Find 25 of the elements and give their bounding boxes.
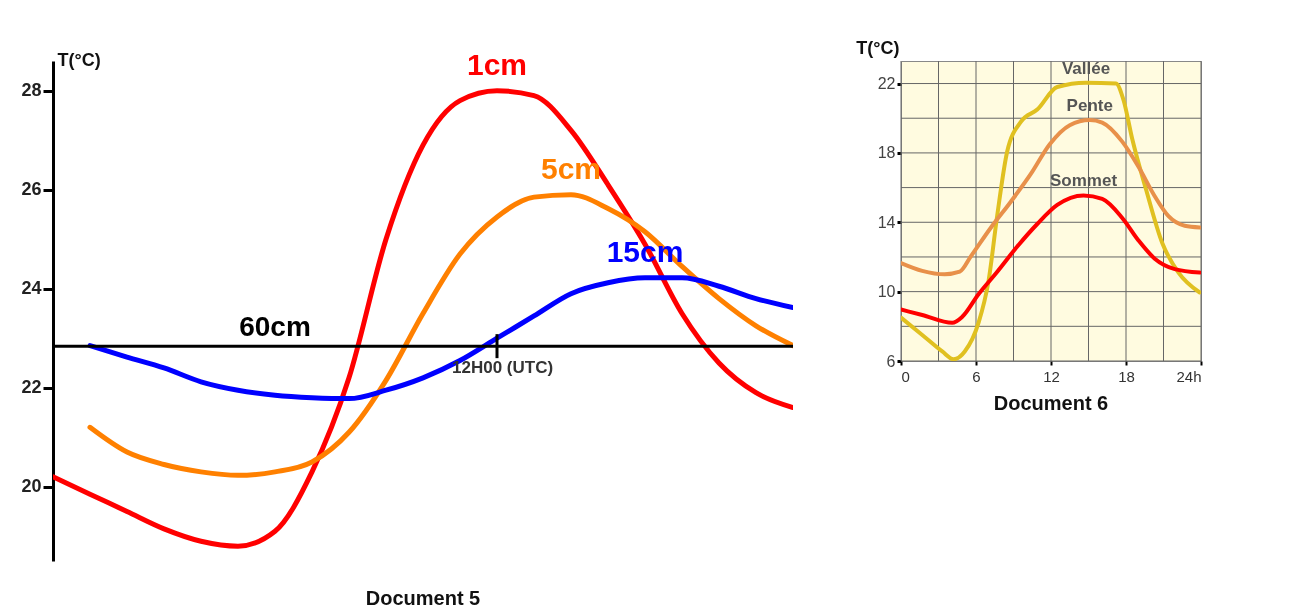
y-tick-label: 6	[886, 352, 896, 370]
y-tick-label: 10	[877, 283, 896, 301]
ref-line-label: 60cm	[239, 311, 311, 343]
series-label: 1cm	[466, 47, 528, 81]
line-series	[901, 193, 1201, 325]
y-tick-label: 20	[21, 476, 42, 497]
y-tick-label: 22	[877, 75, 896, 93]
y-tick-label: 28	[21, 80, 42, 101]
x-tick-label: 24h	[1176, 367, 1202, 385]
y-tick-label: 18	[877, 144, 896, 162]
y-tick-label: 24	[21, 278, 42, 299]
text: Document 6	[993, 392, 1109, 414]
y-axis-title: T(°C)	[856, 37, 900, 58]
x-tick-label: 6	[972, 367, 981, 385]
x-tick-label: 12	[1043, 367, 1060, 385]
text: Document 5	[365, 587, 481, 609]
y-tick-label: 22	[21, 377, 42, 398]
series-label: 5cm	[540, 151, 602, 185]
line-series	[901, 117, 1201, 277]
y-axis-title: T(°C)	[57, 49, 101, 70]
y-tick-label: 14	[877, 213, 896, 231]
x-tick-label: 18	[1118, 367, 1135, 385]
y-tick-label: 26	[21, 179, 42, 200]
annotation: 12H00 (UTC)	[452, 358, 554, 378]
x-tick-label: 0	[901, 367, 910, 385]
